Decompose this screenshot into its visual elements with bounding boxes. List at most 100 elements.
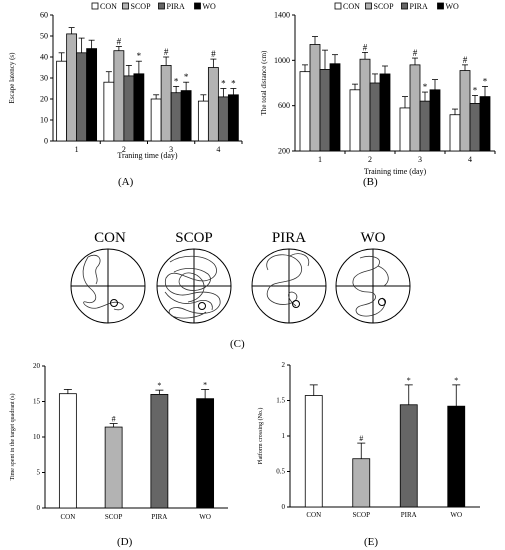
maze-swim-path [87, 254, 101, 285]
significance-mark: # [463, 55, 468, 65]
significance-mark: * [137, 51, 142, 61]
y-tick-label: 2 [282, 361, 286, 369]
y-tick-label: 40 [40, 52, 48, 61]
bar-pira [150, 393, 169, 509]
bar-scop [207, 67, 219, 142]
x-tick-label: 4 [468, 155, 472, 164]
legend-label-wo: WO [446, 2, 460, 11]
maze-scop [156, 248, 232, 324]
significance-mark: # [164, 47, 169, 57]
y-tick-label: 5 [37, 469, 41, 477]
x-tick-label: PIRA [401, 511, 417, 519]
y-tick-label: 10 [33, 433, 41, 441]
x-tick-label: WO [450, 511, 462, 519]
x-tick-label: CON [60, 513, 75, 521]
y-tick-label: 15 [33, 398, 41, 406]
legend-swatch-wo [194, 2, 201, 10]
y-tick-label: 20 [40, 94, 48, 103]
y-tick-label: 10 [40, 115, 48, 124]
bar-wo [180, 90, 192, 142]
y-axis-label: Platform crossing (No.) [257, 408, 264, 465]
significance-mark: # [211, 49, 216, 59]
significance-mark: * [174, 76, 179, 86]
significance-mark: # [413, 48, 418, 58]
bar-scop [113, 50, 125, 142]
y-tick-label: 20 [33, 362, 41, 370]
bar-con [399, 107, 411, 152]
significance-mark: * [221, 79, 226, 89]
y-tick-label: 1400 [274, 10, 290, 19]
y-tick-label: 0.5 [276, 468, 285, 476]
chart-a-escape-latency: 0 10 20 30 40 50 60 Escape latency (s) 1 2 # * 3 # * * 4… [8, 2, 243, 160]
y-axis-label: Time spent in the target quadrant (s) [9, 394, 16, 481]
maze-swim-path [352, 256, 386, 317]
bar-scop [66, 33, 78, 142]
panel-label-e: (E) [364, 536, 378, 548]
x-tick-label: CON [306, 511, 321, 519]
panel-label-d: (D) [117, 536, 133, 548]
panel-label-a: (A) [118, 176, 134, 188]
y-tick-label: 30 [40, 73, 48, 82]
bar-wo [479, 96, 491, 152]
maze-platform [198, 302, 206, 310]
x-tick-label: PIRA [151, 513, 167, 521]
y-tick-label: 0 [37, 504, 41, 512]
bar-wo [133, 73, 145, 142]
bar-con [449, 114, 461, 152]
maze-title-wo: WO [361, 230, 386, 246]
y-tick-label: 600 [278, 101, 290, 110]
legend-swatch-pira [158, 2, 165, 10]
bar-scop [409, 64, 421, 152]
y-tick-label: 0 [44, 136, 48, 145]
bar-wo [86, 48, 98, 142]
maze-pira [251, 248, 327, 324]
significance-mark: * [454, 376, 458, 385]
significance-mark: * [231, 79, 236, 89]
legend-swatch-wo [437, 2, 444, 10]
maze-panel: CON SCOP PIRA WO [70, 230, 411, 324]
x-tick-label: 1 [75, 145, 79, 154]
significance-mark: * [483, 76, 488, 86]
bar-con [103, 81, 115, 142]
bar-con [56, 60, 68, 142]
significance-mark: * [157, 381, 161, 390]
x-tick-label: 2 [122, 145, 126, 154]
bar-wo [329, 63, 341, 152]
bar-wo [227, 94, 239, 142]
x-tick-label: 3 [418, 155, 422, 164]
significance-mark: # [359, 434, 363, 443]
y-tick-label: 1000 [274, 56, 290, 65]
maze-swim-path [173, 268, 211, 303]
significance-mark: # [117, 37, 122, 47]
chart-e-platform-crossing: 0 0.5 1 1.5 2 Platform crossing (No.) CON # SCOP… [257, 361, 480, 519]
bar-scop [352, 458, 371, 508]
bar-pira [369, 82, 381, 152]
significance-mark: * [407, 376, 411, 385]
maze-swim-path [377, 265, 389, 287]
y-tick-label: 1.5 [276, 397, 285, 405]
maze-platform [110, 299, 118, 307]
significance-mark: * [423, 82, 428, 92]
y-axis-label: The total distance (cm) [260, 50, 268, 115]
y-tick-label: 50 [40, 31, 48, 40]
bar-pira [419, 100, 431, 152]
bar-scop [359, 58, 371, 152]
bar-scop [309, 44, 321, 152]
bar-pira [217, 96, 229, 142]
maze-swim-path [164, 291, 213, 311]
legend-label-con: CON [100, 2, 117, 11]
significance-mark: * [203, 380, 207, 389]
maze-platform [292, 300, 300, 308]
legend-label-wo: WO [203, 2, 217, 11]
significance-mark: * [473, 85, 478, 95]
legend-swatch-scop [122, 2, 129, 10]
x-axis-label: Training time (day) [364, 167, 427, 176]
maze-title-pira: PIRA [272, 230, 306, 246]
legend-label-pira: PIRA [167, 2, 185, 11]
legend-label-con: CON [343, 2, 360, 11]
x-tick-label: SCOP [105, 513, 123, 521]
bar-con [150, 98, 162, 142]
x-axis-label: Traning time (day) [117, 151, 177, 160]
y-tick-label: 200 [278, 146, 290, 155]
